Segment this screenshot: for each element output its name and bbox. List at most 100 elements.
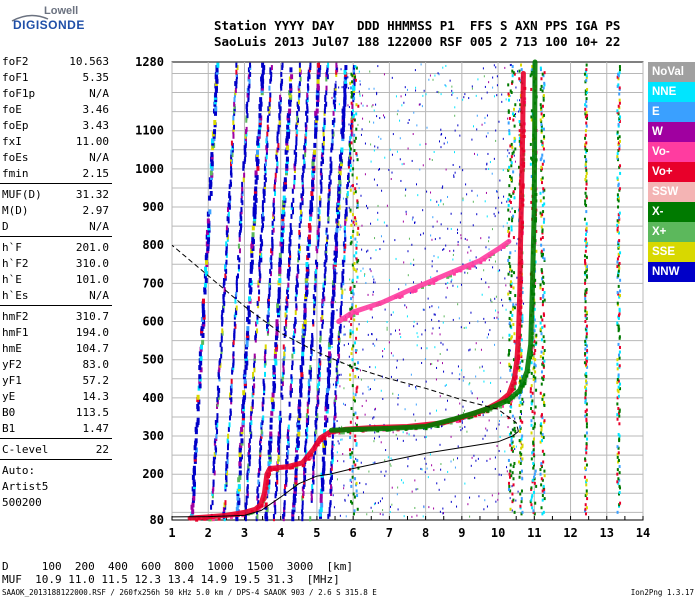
echo-point — [370, 143, 372, 146]
echo-point — [402, 481, 404, 484]
echo-point — [431, 362, 433, 365]
echo-point — [257, 468, 260, 474]
echo-point — [229, 392, 232, 398]
echo-point — [451, 278, 453, 281]
echo-point — [513, 154, 515, 157]
echo-point — [416, 322, 418, 325]
echo-point — [316, 78, 320, 84]
echo-point — [359, 369, 361, 372]
echo-point — [540, 461, 543, 465]
echo-point — [511, 500, 514, 504]
echo-point — [521, 443, 524, 447]
echo-point — [494, 456, 496, 459]
echo-point — [216, 429, 219, 435]
echo-point — [211, 500, 214, 506]
echo-point — [507, 353, 510, 357]
x-tick-label: 7 — [386, 526, 393, 540]
echo-point — [246, 113, 249, 119]
echo-point — [204, 271, 208, 277]
echo-point — [584, 281, 587, 285]
echo-point — [358, 187, 360, 190]
echo-point — [500, 248, 502, 251]
echo-point — [384, 474, 386, 477]
echo-point — [367, 385, 369, 388]
echo-point — [542, 252, 545, 256]
echo-point — [502, 169, 504, 172]
echo-point — [340, 282, 343, 288]
echo-point — [475, 375, 477, 378]
echo-point — [336, 451, 338, 454]
echo-point — [365, 204, 367, 207]
echo-point — [407, 121, 409, 124]
echo-point — [493, 64, 495, 67]
echo-point — [431, 265, 433, 268]
echo-point — [277, 440, 280, 446]
echo-point — [212, 479, 215, 485]
echo-point — [617, 254, 620, 258]
echo-point — [585, 335, 588, 339]
echo-point — [521, 445, 524, 449]
echo-point — [584, 457, 587, 461]
echo-point — [495, 500, 497, 503]
echo-point — [220, 346, 223, 352]
echo-point — [501, 404, 505, 408]
echo-point — [245, 342, 249, 348]
echo-point — [617, 458, 620, 462]
echo-point — [513, 332, 516, 336]
echo-point — [484, 499, 486, 502]
echo-point — [342, 197, 344, 200]
echo-point — [450, 435, 452, 438]
echo-point — [313, 142, 317, 148]
echo-point — [423, 308, 425, 311]
echo-point — [436, 90, 438, 93]
echo-point — [585, 446, 588, 450]
echo-point — [499, 179, 501, 182]
echo-point — [356, 203, 359, 207]
echo-point — [488, 248, 490, 251]
echo-point — [585, 255, 588, 259]
echo-point — [357, 361, 360, 365]
echo-point — [336, 360, 339, 366]
echo-point — [521, 359, 524, 363]
echo-point — [618, 116, 621, 120]
echo-point — [391, 486, 393, 489]
echo-point — [584, 347, 587, 351]
echo-point — [541, 394, 544, 398]
echo-point — [512, 465, 515, 469]
echo-point — [373, 416, 375, 419]
echo-point — [616, 452, 619, 456]
echo-point — [351, 74, 354, 78]
echo-point — [354, 75, 357, 79]
echo-point — [194, 438, 198, 444]
echo-point — [277, 294, 281, 300]
echo-point — [585, 182, 588, 186]
echo-point — [328, 507, 331, 513]
echo-point — [540, 126, 543, 130]
echo-point — [442, 248, 444, 251]
echo-point — [540, 428, 543, 432]
echo-point — [353, 495, 356, 499]
echo-point — [541, 512, 544, 516]
echo-point — [350, 236, 353, 240]
echo-point — [507, 168, 510, 172]
echo-point — [322, 291, 325, 297]
echo-point — [517, 70, 519, 73]
echo-point — [338, 373, 340, 376]
echo-point — [303, 307, 307, 313]
echo-point — [403, 101, 405, 104]
echo-point — [400, 179, 402, 182]
echo-point — [511, 485, 513, 488]
echo-point — [507, 109, 510, 113]
echo-point — [497, 318, 499, 321]
echo-point — [301, 509, 304, 515]
echo-point — [304, 147, 307, 153]
echo-point — [351, 501, 354, 505]
echo-point — [458, 317, 460, 320]
echo-point — [507, 121, 510, 125]
echo-point — [399, 158, 401, 161]
echo-point — [333, 283, 335, 286]
echo-point — [429, 412, 431, 415]
echo-point — [464, 93, 466, 96]
echo-point — [269, 268, 272, 274]
echo-point — [282, 195, 286, 201]
